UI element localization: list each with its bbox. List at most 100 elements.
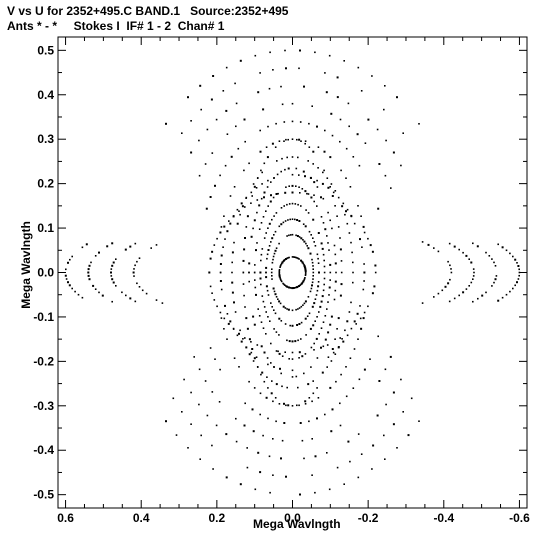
scatter-point xyxy=(316,316,318,318)
scatter-point xyxy=(323,150,326,153)
scatter-point xyxy=(317,285,320,288)
scatter-point xyxy=(238,332,240,335)
scatter-point xyxy=(270,241,272,243)
scatter-point xyxy=(316,387,318,389)
scatter-point xyxy=(283,140,285,142)
scatter-point xyxy=(298,307,301,309)
scatter-point xyxy=(384,85,386,87)
scatter-point xyxy=(313,200,315,203)
scatter-point xyxy=(256,199,259,201)
scatter-point xyxy=(331,227,333,230)
scatter-point xyxy=(263,380,266,383)
y-tick-label: 0.5 xyxy=(37,43,54,57)
scatter-point xyxy=(291,138,294,140)
scatter-point xyxy=(349,186,352,188)
scatter-point xyxy=(317,146,320,148)
scatter-point xyxy=(336,76,339,79)
scatter-point xyxy=(256,344,259,346)
scatter-point xyxy=(302,239,304,241)
scatter-point xyxy=(314,298,317,300)
scatter-point xyxy=(248,162,250,165)
y-tick-label: 0.4 xyxy=(37,88,54,102)
scatter-point xyxy=(311,438,313,440)
scatter-point xyxy=(235,440,238,443)
scatter-point xyxy=(300,140,302,142)
scatter-point xyxy=(392,391,395,394)
scatter-point xyxy=(291,191,294,194)
scatter-point xyxy=(134,300,137,303)
scatter-point xyxy=(269,491,271,494)
scatter-point xyxy=(181,411,183,413)
scatter-point xyxy=(263,237,266,239)
scatter-point xyxy=(292,287,295,289)
scatter-point xyxy=(267,125,269,128)
scatter-point xyxy=(281,157,283,160)
scatter-point xyxy=(514,258,517,261)
scatter-point xyxy=(306,192,308,195)
scatter-point xyxy=(242,338,244,340)
scatter-point xyxy=(353,320,356,323)
scatter-point xyxy=(244,402,246,405)
scatter-point xyxy=(307,212,310,214)
scatter-point xyxy=(298,258,300,260)
scatter-point xyxy=(322,222,325,224)
scatter-point xyxy=(284,258,287,260)
scatter-point xyxy=(360,327,363,330)
scatter-point xyxy=(367,237,369,240)
scatter-point xyxy=(271,261,274,264)
scatter-point xyxy=(282,305,285,308)
scatter-point xyxy=(427,243,430,246)
scatter-point xyxy=(270,362,272,364)
scatter-point xyxy=(187,447,189,449)
scatter-point xyxy=(260,197,263,200)
scatter-point xyxy=(286,308,288,310)
scatter-point xyxy=(402,411,404,413)
scatter-point xyxy=(129,297,132,300)
scatter-point xyxy=(210,98,213,101)
scatter-point xyxy=(345,395,348,398)
scatter-point xyxy=(444,285,447,288)
scatter-point xyxy=(235,417,237,420)
scatter-point xyxy=(297,203,299,206)
scatter-point xyxy=(357,66,360,69)
scatter-point xyxy=(254,488,257,491)
scatter-point xyxy=(269,320,271,322)
y-tick-label: -0.4 xyxy=(33,443,54,457)
scatter-point xyxy=(243,248,246,251)
scatter-point xyxy=(291,256,294,258)
x-tick-label: 0.2 xyxy=(209,511,226,525)
scatter-point xyxy=(244,206,246,208)
scatter-point xyxy=(275,350,278,352)
plot-frame xyxy=(57,36,528,509)
scatter-point xyxy=(213,299,216,301)
scatter-point xyxy=(266,357,269,359)
scatter-point xyxy=(291,287,294,290)
scatter-point xyxy=(268,245,271,247)
scatter-point xyxy=(270,181,272,183)
scatter-point xyxy=(278,269,281,271)
scatter-point xyxy=(378,380,381,382)
scatter-point xyxy=(291,340,294,343)
scatter-point xyxy=(377,335,379,338)
y-axis-label: Mega Wavlngth xyxy=(19,221,33,309)
scatter-point xyxy=(335,271,337,274)
scatter-point xyxy=(256,211,258,214)
scatter-point xyxy=(275,247,278,249)
scatter-point xyxy=(353,348,356,350)
scatter-point xyxy=(291,120,294,123)
scatter-point xyxy=(284,168,286,171)
scatter-point xyxy=(346,320,349,323)
scatter-point xyxy=(292,256,295,258)
scatter-point xyxy=(132,271,135,274)
scatter-point xyxy=(324,129,326,132)
scatter-point xyxy=(125,294,127,297)
scatter-point xyxy=(323,271,326,274)
scatter-point xyxy=(200,108,202,111)
scatter-point xyxy=(278,403,281,405)
scatter-point xyxy=(384,174,387,177)
scatter-point xyxy=(298,351,301,354)
scatter-point xyxy=(260,283,262,286)
scatter-point xyxy=(330,430,333,433)
scatter-point xyxy=(449,278,451,281)
scatter-point xyxy=(326,366,328,368)
